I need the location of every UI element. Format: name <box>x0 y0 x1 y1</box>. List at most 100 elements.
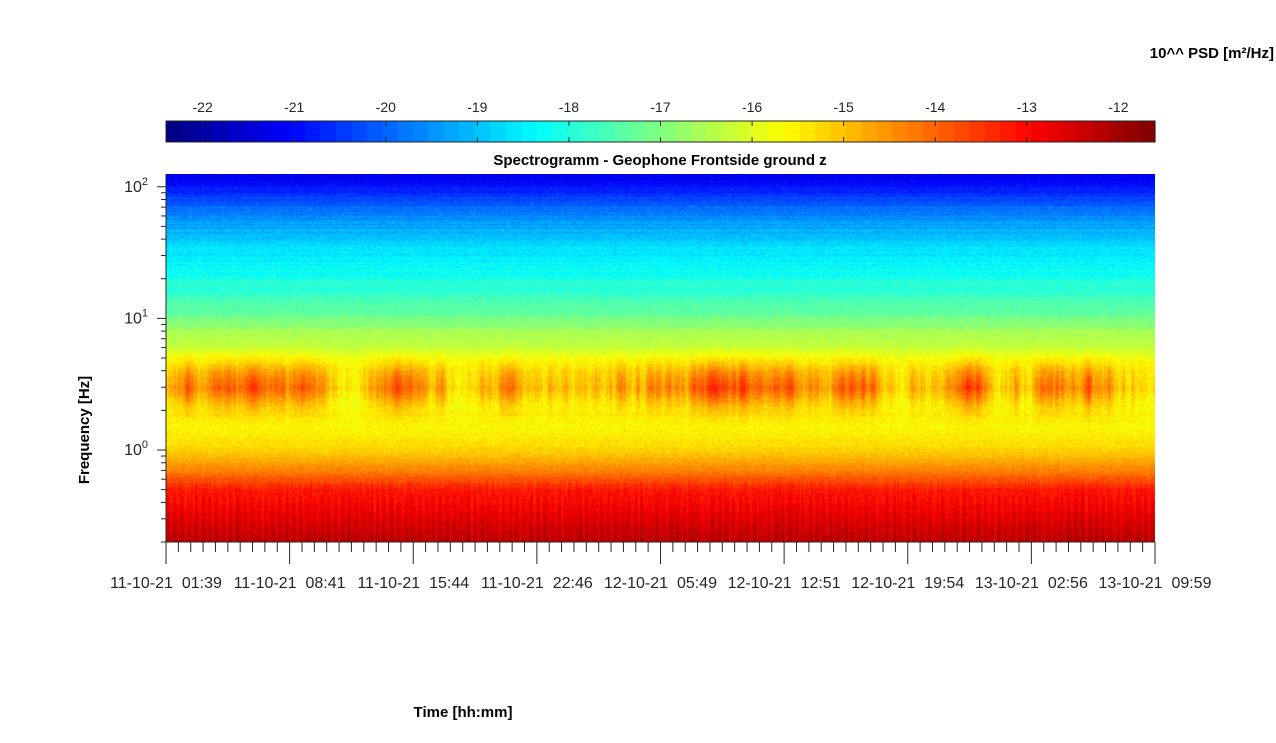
colorbar-tick-label: -21 <box>284 99 304 115</box>
colorbar-segment <box>645 121 662 142</box>
colorbar-segment <box>907 121 924 142</box>
colorbar-segment <box>475 121 492 142</box>
colorbar-segment <box>490 121 507 142</box>
colorbar-segment <box>1031 121 1048 142</box>
colorbar-ticks <box>202 121 1119 142</box>
colorbar-segment <box>660 121 677 142</box>
x-tick-label: 13-10-21 02:56 <box>975 575 1088 592</box>
colorbar-segment <box>737 121 754 142</box>
colorbar-tick-label: -15 <box>834 99 854 115</box>
colorbar-segment <box>351 121 368 142</box>
x-tick-label: 13-10-21 09:59 <box>1099 575 1212 592</box>
colorbar-tick-labels: -22 -21 -20 -19 -18 -17 -16 -15 -14 -13 -12 <box>193 99 1129 115</box>
colorbar-segment <box>258 121 275 142</box>
colorbar-segment <box>815 121 832 142</box>
colorbar-segment <box>505 121 523 142</box>
colorbar-tick-label: -14 <box>925 99 945 115</box>
y-tick-label: 101 <box>124 307 148 327</box>
colorbar-segment <box>892 121 909 142</box>
colorbar-segment <box>366 121 383 142</box>
colorbar-segment <box>1108 121 1125 142</box>
colorbar-segment <box>722 121 739 142</box>
x-tick-label: 12-10-21 05:49 <box>604 575 717 592</box>
x-tick-label: 11-10-21 22:46 <box>481 575 593 592</box>
colorbar-segment <box>1046 121 1063 142</box>
colorbar-segment <box>428 121 445 142</box>
x-axis-label: Time [hh:mm] <box>414 704 513 721</box>
colorbar-segment <box>444 121 461 142</box>
colorbar-segment <box>583 121 600 142</box>
y-axis-tick-labels: 102 101 100 <box>124 176 148 459</box>
colorbar-tick-label: -16 <box>742 99 762 115</box>
colorbar-segment <box>536 121 553 142</box>
colorbar-segment <box>691 121 708 142</box>
colorbar-tick-label: -17 <box>650 99 670 115</box>
colorbar-segment <box>196 121 213 142</box>
colorbar-segment <box>799 121 816 142</box>
y-tick-label: 102 <box>124 176 148 196</box>
colorbar-segment <box>305 121 322 142</box>
x-axis-ticks <box>165 542 1156 564</box>
colorbar-segment <box>706 121 723 142</box>
colorbar-segment <box>954 121 971 142</box>
colorbar-segment <box>1077 121 1094 142</box>
colorbar-segment <box>289 121 306 142</box>
colorbar-segment <box>876 121 893 142</box>
colorbar-segment <box>1000 121 1017 142</box>
colorbar-segment <box>521 121 538 142</box>
colorbar-segment <box>1062 121 1079 142</box>
colorbar-segment <box>274 121 291 142</box>
colorbar-segment <box>243 121 260 142</box>
colorbar-segment <box>459 121 476 142</box>
colorbar-segment <box>1124 121 1141 142</box>
chart-title: Spectrogramm - Geophone Frontside ground… <box>493 152 826 169</box>
colorbar-label: 10^^ PSD [m²/Hz] <box>1150 45 1274 62</box>
colorbar-segment <box>227 121 244 142</box>
colorbar-segment <box>397 121 414 142</box>
colorbar-segment <box>675 121 692 142</box>
colorbar-segment <box>567 121 584 142</box>
colorbar-segment <box>861 121 878 142</box>
colorbar-segment <box>212 121 229 142</box>
colorbar-segment <box>969 121 986 142</box>
x-axis-tick-labels: 11-10-21 01:39 11-10-21 08:41 11-10-21 15:… <box>110 575 1211 592</box>
colorbar-segment <box>598 121 615 142</box>
x-tick-label: 11-10-21 01:39 <box>110 575 222 592</box>
colorbar-segment <box>382 121 399 142</box>
x-tick-label: 11-10-21 15:44 <box>357 575 469 592</box>
colorbar-segment <box>335 121 353 142</box>
colorbar-segment <box>413 121 430 142</box>
x-tick-label: 12-10-21 12:51 <box>728 575 841 592</box>
colorbar-segment <box>923 121 940 142</box>
x-tick-label: 12-10-21 19:54 <box>851 575 964 592</box>
colorbar-tick-label: -22 <box>193 99 213 115</box>
colorbar-segment <box>1093 121 1110 142</box>
y-tick-label: 100 <box>124 439 148 459</box>
colorbar-segment <box>753 121 770 142</box>
colorbar-segment <box>830 121 847 142</box>
colorbar-segment <box>552 121 569 142</box>
y-axis-ticks <box>157 186 166 543</box>
colorbar-segment <box>768 121 785 142</box>
colorbar-tick-label: -18 <box>559 99 579 115</box>
colorbar-segment <box>320 121 337 142</box>
colorbar <box>166 121 1156 142</box>
colorbar-segment <box>938 121 955 142</box>
spectrogram-area <box>166 174 1155 542</box>
colorbar-tick-label: -19 <box>467 99 487 115</box>
colorbar-tick-label: -20 <box>376 99 396 115</box>
colorbar-segment <box>181 121 198 142</box>
colorbar-segment <box>614 121 631 142</box>
colorbar-segment <box>629 121 646 142</box>
colorbar-tick-label: -13 <box>1017 99 1037 115</box>
colorbar-segment <box>1015 121 1032 142</box>
colorbar-segment <box>845 121 862 142</box>
y-axis-label: Frequency [Hz] <box>76 376 93 484</box>
colorbar-segment <box>166 121 183 142</box>
colorbar-segment <box>784 121 801 142</box>
spectrogram-image <box>166 174 1155 542</box>
x-tick-label: 11-10-21 08:41 <box>234 575 346 592</box>
colorbar-segment <box>1139 121 1156 142</box>
colorbar-tick-label: -12 <box>1108 99 1128 115</box>
